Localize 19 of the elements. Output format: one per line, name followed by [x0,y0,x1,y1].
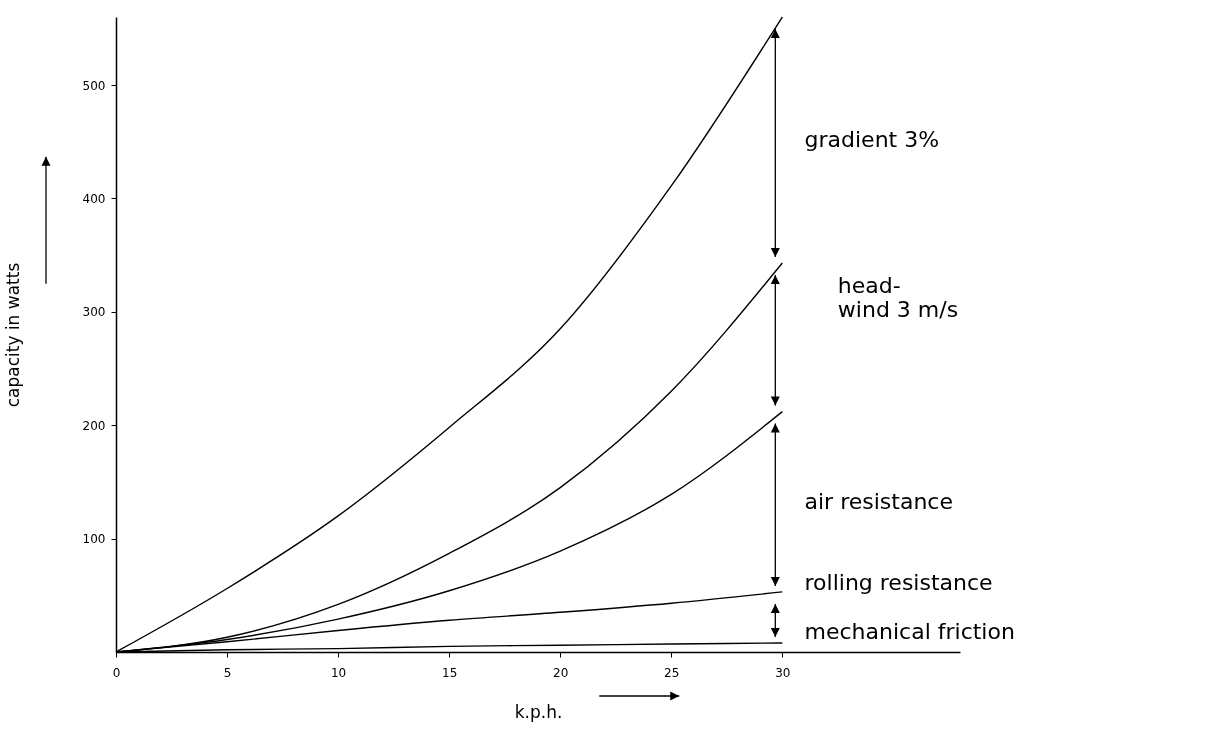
y-tick-label: 100 [82,532,106,547]
x-tick-label: 30 [775,665,791,680]
annotation: head- wind 3 m/s [837,273,959,323]
x-tick-label: 15 [442,665,458,680]
x-tick-label: 0 [112,665,121,680]
x-tick-label: 25 [664,665,680,680]
y-tick-label: 400 [82,191,106,206]
annotation: air resistance [804,488,953,514]
x-tick-label: 20 [553,665,569,680]
annotation: rolling resistance [804,569,993,595]
y-axis-title: capacity in watts [2,262,23,408]
y-tick-label: 300 [82,305,106,320]
y-tick-label: 200 [82,418,106,433]
annotation: gradient 3% [804,127,940,153]
x-tick-label: 10 [330,665,347,680]
x-axis-title: k.p.h. [514,701,563,722]
annotation: mechanical friction [804,618,1015,644]
y-tick-label: 500 [82,78,106,93]
x-tick-label: 5 [223,665,232,680]
